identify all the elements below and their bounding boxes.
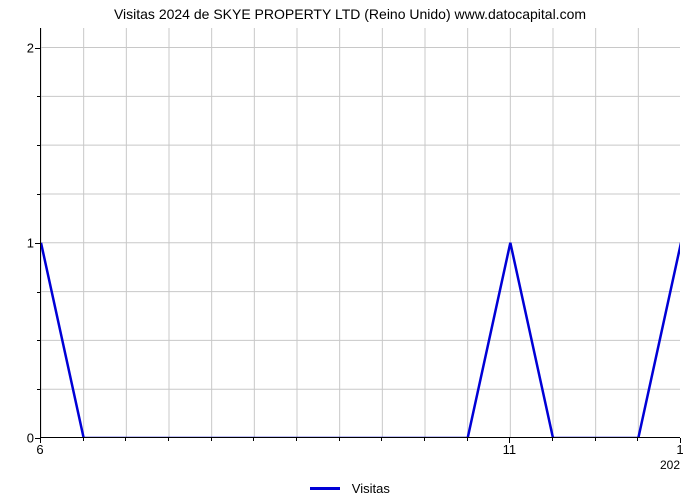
visits-line-chart: Visitas 2024 de SKYE PROPERTY LTD (Reino…	[0, 0, 700, 500]
y-minor-tick	[37, 292, 40, 293]
x-minor-tick	[595, 438, 596, 441]
x-minor-tick	[339, 438, 340, 441]
x-tick-label: 6	[36, 442, 43, 457]
x-minor-tick	[253, 438, 254, 441]
y-tick-label: 2	[27, 40, 34, 55]
y-minor-tick	[37, 96, 40, 97]
y-tick-mark	[35, 48, 40, 49]
x-minor-tick	[381, 438, 382, 441]
x-tick-mark	[509, 438, 510, 443]
x-minor-tick	[296, 438, 297, 441]
plot-area	[40, 28, 680, 438]
x-minor-tick	[637, 438, 638, 441]
y-tick-mark	[35, 243, 40, 244]
x-tick-mark	[40, 438, 41, 443]
chart-title: Visitas 2024 de SKYE PROPERTY LTD (Reino…	[0, 6, 700, 22]
x-tick-mark	[680, 438, 681, 443]
x-minor-tick	[168, 438, 169, 441]
x-minor-tick	[552, 438, 553, 441]
y-minor-tick	[37, 340, 40, 341]
y-tick-label: 0	[27, 431, 34, 446]
x-minor-tick	[467, 438, 468, 441]
legend-swatch	[310, 487, 340, 490]
x-minor-tick	[424, 438, 425, 441]
x-minor-tick	[211, 438, 212, 441]
chart-svg	[41, 28, 680, 437]
x-tick-label: 1	[676, 442, 683, 457]
right-extra-label: 202	[660, 458, 680, 472]
y-tick-label: 1	[27, 235, 34, 250]
y-minor-tick	[37, 194, 40, 195]
x-tick-label: 11	[503, 442, 517, 457]
x-minor-tick	[125, 438, 126, 441]
legend-label: Visitas	[352, 481, 390, 496]
y-minor-tick	[37, 145, 40, 146]
y-minor-tick	[37, 389, 40, 390]
legend: Visitas	[0, 480, 700, 496]
x-minor-tick	[83, 438, 84, 441]
